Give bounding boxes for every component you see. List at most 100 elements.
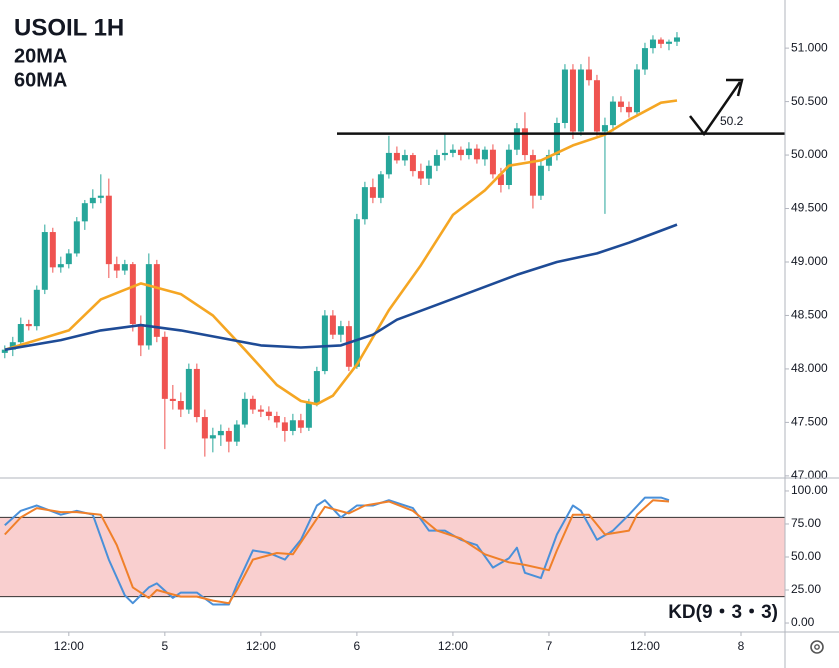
settings-icon[interactable] [810, 640, 824, 654]
candle-body [449, 149, 456, 153]
candle-body [281, 422, 288, 431]
y-tick-label: 50.00 [791, 549, 821, 563]
candle-body [673, 37, 680, 42]
candle-body [81, 203, 88, 222]
candle-body [169, 398, 176, 402]
x-tick-label: 12:00 [630, 639, 660, 653]
kd-band [0, 517, 785, 597]
y-tick-label: 51.000 [791, 40, 828, 54]
y-tick-label: 51.500 [791, 0, 828, 1]
candle-body [153, 264, 160, 337]
candle-body [217, 430, 224, 436]
candle-body [569, 69, 576, 132]
candle-body [313, 371, 320, 404]
plot-layer: 47.00047.50048.00048.50049.00049.50050.0… [0, 0, 828, 653]
candle-body [161, 336, 168, 399]
gear[interactable] [810, 640, 824, 654]
candle-body [481, 149, 488, 160]
candle-body [17, 324, 24, 343]
candle-body [193, 368, 200, 418]
y-tick-label: 49.000 [791, 254, 828, 268]
y-tick-label: 50.000 [791, 147, 828, 161]
candle-body [33, 289, 40, 327]
candle-body [537, 165, 544, 196]
legend-entry: 20MA [14, 45, 67, 67]
candle-body [393, 152, 400, 161]
y-tick-label: 25.00 [791, 582, 821, 596]
candle-body [49, 232, 56, 268]
candle-body [361, 187, 368, 220]
candle-body [201, 417, 208, 439]
candle-body [417, 171, 424, 179]
candle-body [97, 195, 104, 198]
candle-body [409, 155, 416, 172]
candle-body [225, 430, 232, 442]
candle-body [665, 41, 672, 44]
candle-body [73, 221, 80, 254]
candle-body [617, 101, 624, 107]
candle-body [145, 264, 152, 346]
candle-body [521, 128, 528, 156]
candle-body [249, 398, 256, 410]
candle-body [457, 149, 464, 156]
candle-body [369, 187, 376, 198]
gear-hub[interactable] [814, 644, 820, 650]
ma-line [4, 99, 678, 406]
candle-body [105, 195, 112, 265]
y-tick-label: 47.000 [791, 468, 828, 482]
level-label: 50.2 [720, 114, 744, 128]
x-tick-label: 6 [354, 639, 361, 653]
candle-body [465, 148, 472, 156]
y-tick-label: 50.500 [791, 94, 828, 108]
kd-line [4, 496, 670, 606]
candle-body [353, 219, 360, 367]
ma-line [4, 223, 678, 351]
candle-body [337, 326, 344, 335]
candle-body [553, 122, 560, 156]
x-tick-label: 5 [161, 639, 168, 653]
candle-body [41, 232, 48, 290]
candle-body [25, 324, 32, 327]
candle-body [137, 324, 144, 346]
candle-body [593, 80, 600, 132]
candle-body [329, 315, 336, 335]
candle-body [377, 174, 384, 198]
y-tick-label: 49.500 [791, 201, 828, 215]
candle-body [321, 315, 328, 372]
arrow-head [726, 78, 744, 97]
candle-body [433, 155, 440, 166]
candle-body [425, 165, 432, 179]
x-tick-label: 8 [738, 639, 745, 653]
candle-body [233, 424, 240, 442]
candle-body [305, 403, 312, 428]
candle-body [401, 155, 408, 161]
x-tick-label: 12:00 [246, 639, 276, 653]
y-tick-label: 0.00 [791, 615, 815, 629]
indicator-title: KD(9・3・3) [668, 602, 778, 623]
candle-body [649, 39, 656, 49]
candle-body [65, 253, 72, 265]
candle-body [1, 349, 8, 353]
legend-entry: 60MA [14, 69, 67, 91]
candle-body [121, 264, 128, 271]
y-tick-label: 75.00 [791, 516, 821, 530]
candle-body [209, 435, 216, 439]
candle-body [385, 152, 392, 175]
candle-body [113, 264, 120, 271]
candle-body [657, 39, 664, 44]
candle-body [129, 264, 136, 325]
candle-body [345, 326, 352, 367]
candle-body [273, 415, 280, 423]
candle-body [601, 125, 608, 132]
candle-body [241, 398, 248, 425]
candle-body [609, 101, 616, 126]
chart-title: USOIL 1H [14, 14, 124, 41]
y-tick-label: 48.500 [791, 308, 828, 322]
arrow [689, 81, 742, 137]
candle-body [289, 420, 296, 431]
candle-body [185, 368, 192, 410]
candle-body [257, 409, 264, 412]
x-tick-label: 12:00 [438, 639, 468, 653]
